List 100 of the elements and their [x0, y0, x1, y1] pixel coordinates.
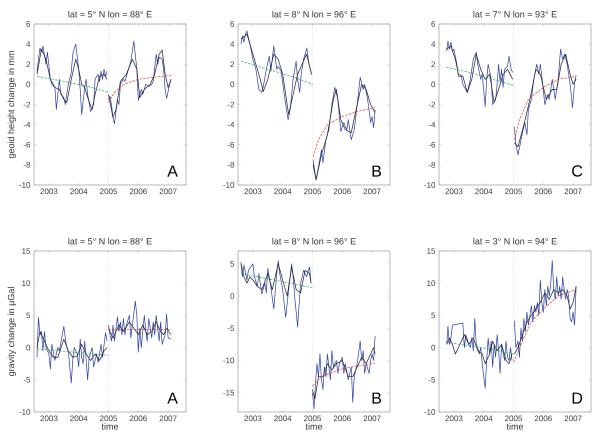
- y-tick-label: 2: [431, 61, 436, 68]
- y-tick-label: -6: [228, 142, 234, 148]
- y-tick-label: 0: [230, 293, 234, 299]
- x-tick-label: 2006: [334, 416, 351, 422]
- y-tick-label: -4: [24, 122, 30, 128]
- y-tick-label: 15: [427, 248, 436, 254]
- x-tick-label: 2006: [534, 188, 552, 194]
- y-tick-label: -8: [24, 162, 30, 168]
- y-tick-label: 4: [26, 41, 30, 47]
- x-tick-label: 2003: [244, 416, 262, 422]
- y-tick-label: 15: [22, 248, 30, 254]
- line-series: [446, 342, 514, 354]
- x-tick-label: 2003: [445, 416, 462, 422]
- y-tick-label: -5: [24, 376, 30, 383]
- annotation: B: [372, 166, 382, 177]
- x-tick-label: 2007: [364, 416, 381, 422]
- annotation: D: [572, 392, 582, 404]
- x-tick-label: 2007: [364, 188, 381, 194]
- y-tick-label: -10: [223, 182, 234, 188]
- y-tick-label: 6: [26, 21, 30, 27]
- x-tick-label: 2003: [244, 188, 262, 194]
- y-tick-label: 0: [230, 82, 234, 88]
- line-series: [312, 362, 376, 387]
- x-tick-label: 2005: [100, 416, 118, 422]
- chart-title: lat = 7° N lon = 93° E: [473, 10, 557, 18]
- y-tick-label: 0: [26, 82, 30, 88]
- annotation: A: [167, 392, 178, 404]
- x-tick-label: 2003: [40, 416, 58, 422]
- y-tick-label: 2: [230, 61, 234, 68]
- y-axis-title: gravity change in µGal: [8, 287, 16, 376]
- x-tick-label: 2007: [564, 416, 582, 422]
- x-tick-label: 2005: [505, 416, 522, 422]
- y-tick-label: 2: [26, 61, 30, 68]
- x-tick-label: 2004: [274, 188, 292, 194]
- chart-title: lat = 5° N lon = 88° E: [68, 10, 152, 18]
- y-tick-label: -6: [428, 142, 436, 148]
- y-tick-label: 4: [230, 41, 234, 47]
- x-axis-title: time: [306, 423, 322, 430]
- x-tick-label: 2004: [274, 416, 292, 422]
- x-tick-label: 2003: [445, 188, 462, 194]
- y-tick-label: -2: [228, 102, 234, 108]
- x-tick-label: 2007: [160, 188, 177, 194]
- annotation: B: [372, 392, 382, 404]
- y-axis-title: geoid height change in mm: [8, 51, 16, 158]
- annotation: A: [167, 166, 178, 177]
- y-tick-label: -15: [223, 390, 234, 396]
- y-tick-label: -8: [228, 162, 234, 168]
- y-tick-label: 5: [26, 312, 30, 318]
- y-tick-label: 0: [431, 82, 436, 88]
- y-tick-label: -8: [428, 162, 436, 168]
- y-tick-label: 5: [431, 312, 436, 318]
- y-tick-label: 6: [431, 21, 436, 27]
- x-tick-label: 2005: [100, 188, 118, 194]
- y-tick-label: -2: [24, 102, 30, 108]
- x-tick-label: 2005: [505, 188, 522, 194]
- y-tick-label: 0: [26, 344, 30, 350]
- line-series: [514, 76, 576, 140]
- x-tick-label: 2007: [564, 188, 582, 194]
- y-tick-label: -6: [24, 142, 30, 148]
- x-tick-label: 2004: [70, 416, 88, 422]
- y-tick-label: 10: [427, 280, 436, 286]
- x-axis-title: time: [506, 423, 524, 430]
- chart-title: lat = 3° N lon = 94° E: [473, 238, 557, 244]
- x-tick-label: 2004: [475, 416, 492, 422]
- y-tick-label: -2: [428, 102, 436, 108]
- line-series: [312, 107, 376, 158]
- line-series: [36, 76, 109, 93]
- y-tick-label: -10: [19, 182, 30, 188]
- chart-title: lat = 8° N lon = 96° E: [272, 238, 356, 244]
- chart-title: lat = 5° N lon = 88° E: [68, 238, 152, 244]
- x-tick-label: 2004: [475, 188, 492, 194]
- y-tick-label: -10: [424, 409, 436, 415]
- y-tick-label: 0: [431, 344, 436, 350]
- y-tick-label: -10: [223, 358, 234, 364]
- x-tick-label: 2006: [130, 188, 147, 194]
- annotation: C: [572, 165, 582, 177]
- y-tick-label: 10: [22, 280, 30, 286]
- y-tick-label: -10: [424, 182, 436, 188]
- line-series: [108, 74, 172, 103]
- line-series: [513, 289, 576, 363]
- x-tick-label: 2005: [304, 188, 322, 194]
- x-axis-title: time: [102, 423, 118, 430]
- line-series: [446, 66, 514, 86]
- y-tick-label: -5: [428, 376, 436, 383]
- chart-title: lat = 8° N lon = 96° E: [272, 10, 356, 18]
- y-tick-label: -4: [228, 122, 234, 128]
- y-tick-label: -4: [428, 122, 436, 128]
- y-tick-label: 5: [230, 261, 234, 267]
- y-tick-label: -10: [19, 409, 30, 415]
- x-tick-label: 2006: [130, 416, 147, 422]
- x-tick-label: 2004: [70, 188, 88, 194]
- x-tick-label: 2006: [534, 416, 552, 422]
- y-tick-label: 4: [431, 41, 436, 47]
- x-tick-label: 2006: [334, 188, 351, 194]
- y-tick-label: 6: [230, 21, 234, 27]
- x-tick-label: 2005: [304, 416, 322, 422]
- x-tick-label: 2003: [40, 188, 58, 194]
- y-tick-label: -5: [228, 325, 234, 332]
- line-series: [240, 60, 313, 85]
- x-tick-label: 2007: [160, 416, 177, 422]
